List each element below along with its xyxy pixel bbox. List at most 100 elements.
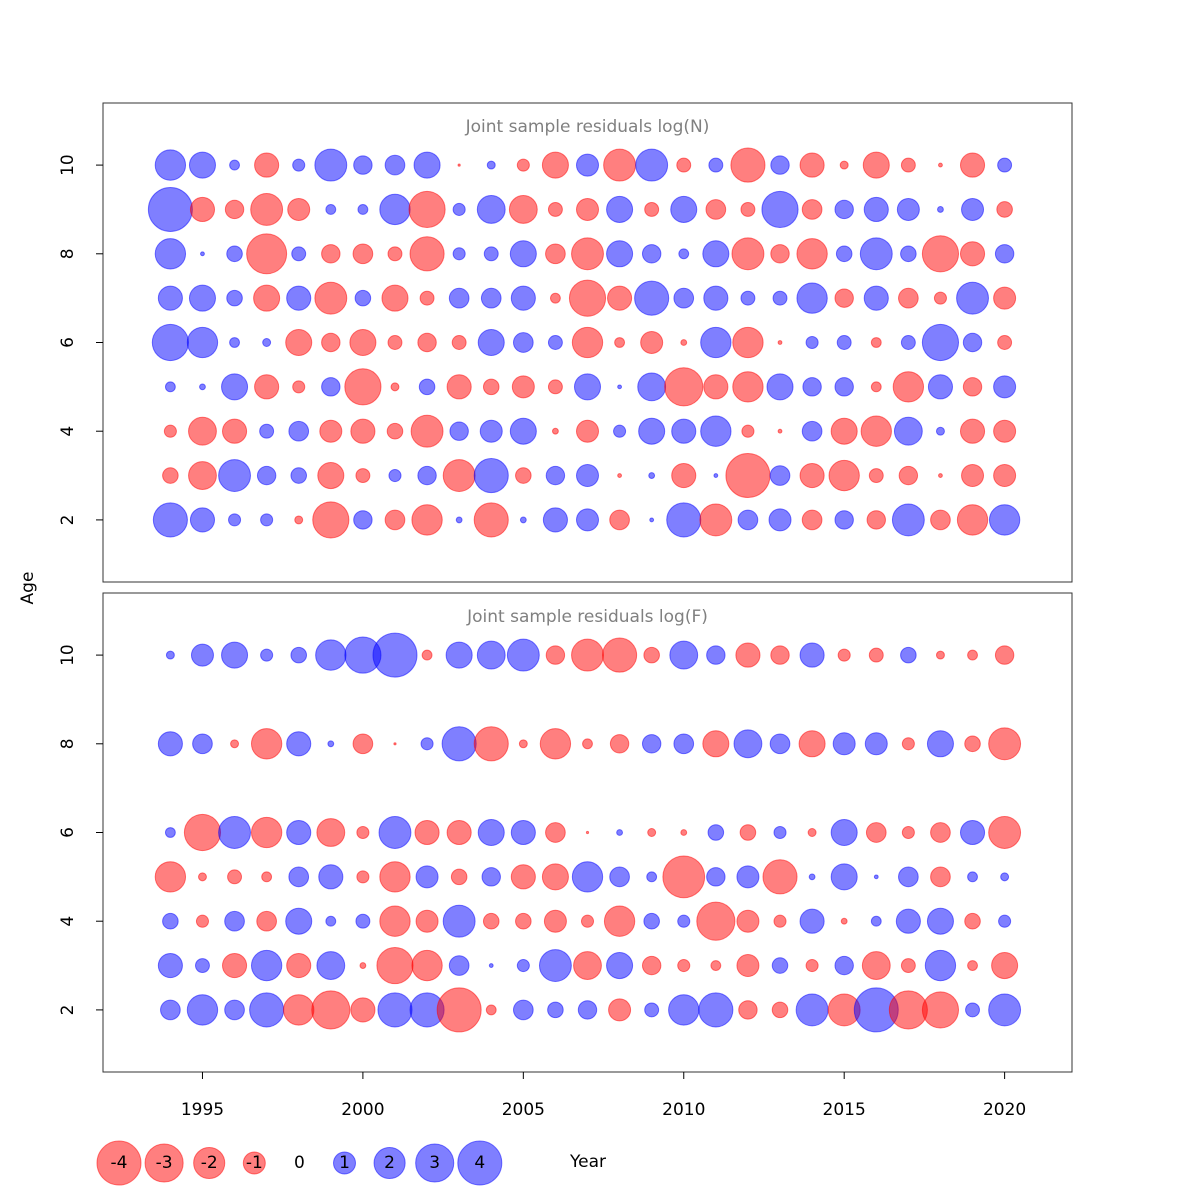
bubble: [965, 1002, 980, 1018]
legend-label: 2: [384, 1153, 395, 1173]
bubble: [292, 158, 306, 172]
bubble: [671, 463, 697, 489]
bubble: [476, 195, 506, 224]
y-tick-label: 6: [58, 827, 78, 838]
bubble: [316, 951, 346, 980]
bubble: [736, 909, 760, 933]
bubble: [552, 427, 559, 435]
bubble: [473, 458, 509, 494]
bubble: [646, 871, 658, 883]
bubble: [224, 999, 245, 1021]
bubble: [725, 453, 771, 499]
bubble: [735, 642, 761, 668]
bubble: [873, 874, 879, 880]
bubble: [325, 204, 337, 215]
bubble: [477, 328, 505, 357]
bubble: [580, 914, 595, 928]
bubble: [511, 375, 535, 399]
bubble: [998, 914, 1012, 928]
bubble: [254, 152, 280, 178]
bubble: [455, 516, 463, 524]
bubble: [935, 426, 945, 436]
bubble: [286, 953, 312, 979]
bubble: [997, 157, 1013, 173]
bubble: [898, 287, 919, 309]
bubble: [770, 645, 790, 665]
bubble: [539, 728, 572, 760]
bubble: [384, 154, 406, 176]
bubble: [349, 328, 377, 357]
bubble: [699, 503, 733, 537]
bubble: [956, 504, 989, 536]
bubble: [892, 371, 925, 403]
bubble: [260, 648, 274, 662]
bubble: [476, 640, 506, 670]
bubble: [413, 151, 441, 179]
bubble: [417, 465, 437, 486]
bubble: [959, 241, 986, 267]
bubble: [706, 867, 726, 887]
bubble: [221, 641, 249, 669]
legend-label: 3: [429, 1153, 440, 1173]
bubble: [218, 816, 251, 849]
y-tick-label: 8: [58, 738, 78, 749]
bubble: [262, 338, 272, 347]
bubble: [386, 422, 404, 440]
legend-label: 4: [474, 1153, 485, 1173]
bubble: [898, 465, 919, 486]
bubble: [571, 638, 604, 672]
bubble: [741, 424, 755, 438]
bubble: [830, 417, 858, 445]
bubble: [707, 824, 725, 841]
bubble: [451, 335, 467, 350]
bubble: [888, 990, 928, 1030]
legend-bubble: [457, 1140, 503, 1186]
bubble: [510, 285, 536, 311]
bubble: [671, 418, 697, 444]
bubble: [708, 157, 724, 173]
bubble: [288, 420, 310, 442]
legend-bubble: [415, 1143, 455, 1183]
bubble: [291, 246, 307, 262]
bubble: [226, 245, 243, 263]
bubble: [541, 151, 569, 179]
y-tick-label: 4: [58, 916, 78, 927]
bubble: [515, 912, 532, 930]
bubble: [192, 733, 213, 755]
bubble: [893, 416, 923, 446]
bubble: [964, 912, 981, 930]
bubble: [964, 735, 981, 753]
bubble: [538, 949, 572, 982]
bubble: [616, 829, 623, 836]
bubble: [606, 240, 634, 268]
bubble: [286, 819, 312, 846]
bubble: [319, 419, 343, 443]
bubble: [614, 337, 626, 348]
bubble: [512, 999, 534, 1021]
bubble: [411, 504, 443, 536]
bubble: [482, 912, 500, 930]
bubble: [510, 819, 536, 846]
x-tick-label: 2010: [662, 1100, 705, 1120]
bubble: [411, 949, 443, 982]
bubble: [452, 202, 466, 216]
bubble: [445, 641, 473, 669]
bubble: [473, 726, 509, 762]
bubble: [353, 510, 373, 530]
bubble: [921, 235, 960, 273]
bubble: [959, 152, 986, 178]
bubble: [634, 280, 670, 316]
bubble: [250, 193, 284, 226]
bubble: [321, 332, 341, 353]
bubble: [777, 428, 783, 434]
bubble: [801, 199, 823, 220]
bubble: [384, 509, 406, 531]
bubble: [576, 464, 599, 488]
bubble: [509, 240, 537, 268]
bubble: [921, 323, 960, 362]
bubble: [378, 816, 412, 849]
bubble: [294, 515, 304, 525]
legend-bubble: [144, 1143, 184, 1183]
legend-label: -4: [111, 1153, 128, 1173]
bubble: [832, 732, 856, 756]
